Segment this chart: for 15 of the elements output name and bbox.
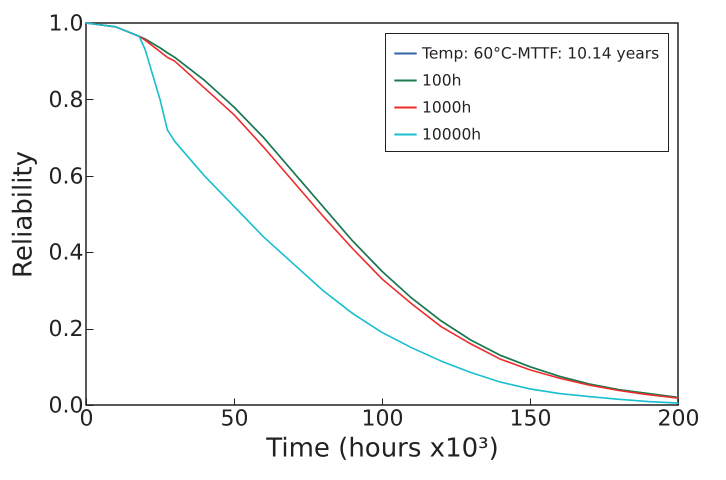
y-tick-label: 0.6 (48, 164, 84, 190)
y-tick-label: 0.2 (48, 317, 84, 342)
legend-label: 10000h (422, 126, 482, 144)
x-tick-label: 100 (362, 406, 404, 432)
x-tick-label: 50 (220, 406, 248, 432)
x-tick-label: 200 (658, 406, 700, 432)
legend-label: Temp: 60°C-MTTF: 10.14 years (421, 44, 660, 62)
x-tick-label: 150 (510, 406, 552, 432)
legend-label: 1000h (422, 98, 472, 116)
legend-label: 100h (422, 72, 462, 90)
y-tick-label: 1.0 (48, 12, 84, 36)
y-tick-label: 0.4 (48, 240, 84, 266)
x-axis-title: Time (hours x10³) (265, 434, 499, 464)
y-axis-title: Reliability (8, 150, 39, 278)
y-tick-label: 0.8 (48, 88, 84, 113)
